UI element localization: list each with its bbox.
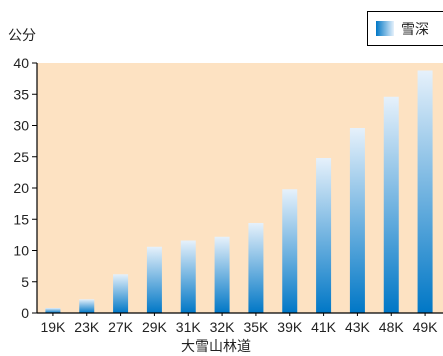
bar-19K [45,308,61,313]
y-tick-label: 40 [13,55,29,71]
y-tick-label: 5 [21,274,29,290]
x-tick-label: 49K [413,319,439,335]
bar-43K [349,128,365,313]
y-tick-label: 25 [13,149,29,165]
bar-35K [248,223,264,313]
bar-39K [282,189,298,313]
bar-23K [79,299,95,313]
x-tick-label: 29K [142,319,168,335]
bar-49K [417,70,433,313]
x-axis-title: 大雪山林道 [181,339,251,355]
x-tick-label: 39K [277,319,303,335]
y-tick-label: 10 [13,243,29,259]
x-tick-label: 23K [74,319,100,335]
y-axis-title: 公分 [8,28,36,44]
x-tick-label: 35K [243,319,269,335]
plot-background [37,63,443,313]
x-tick-label: 32K [210,319,236,335]
x-tick-label: 19K [40,319,66,335]
legend: 雪深 [367,11,443,46]
bar-48K [383,96,399,313]
y-tick-label: 15 [13,211,29,227]
x-tick-label: 48K [379,319,405,335]
axes [32,62,443,316]
x-tick-label: 41K [311,319,337,335]
bar-31K [180,240,196,313]
x-tick-labels: 19K 23K 27K 29K 31K 32K 35K 39K 41K 43K 48K 49K [40,319,438,335]
legend-swatch [376,21,394,36]
x-tick-label: 31K [176,319,202,335]
bar-27K [113,274,129,313]
y-tick-labels: 0 5 10 15 20 25 30 35 40 [13,55,29,321]
bar-32K [214,236,230,313]
y-tick-label: 30 [13,118,29,134]
bar-41K [316,158,332,313]
x-tick-label: 43K [345,319,371,335]
bar-29K [146,246,162,313]
bars [45,70,433,313]
x-tick-label: 27K [108,319,134,335]
y-tick-label: 35 [13,86,29,102]
legend-label: 雪深 [401,22,429,38]
y-tick-label: 0 [21,305,29,321]
y-tick-label: 20 [13,180,29,196]
